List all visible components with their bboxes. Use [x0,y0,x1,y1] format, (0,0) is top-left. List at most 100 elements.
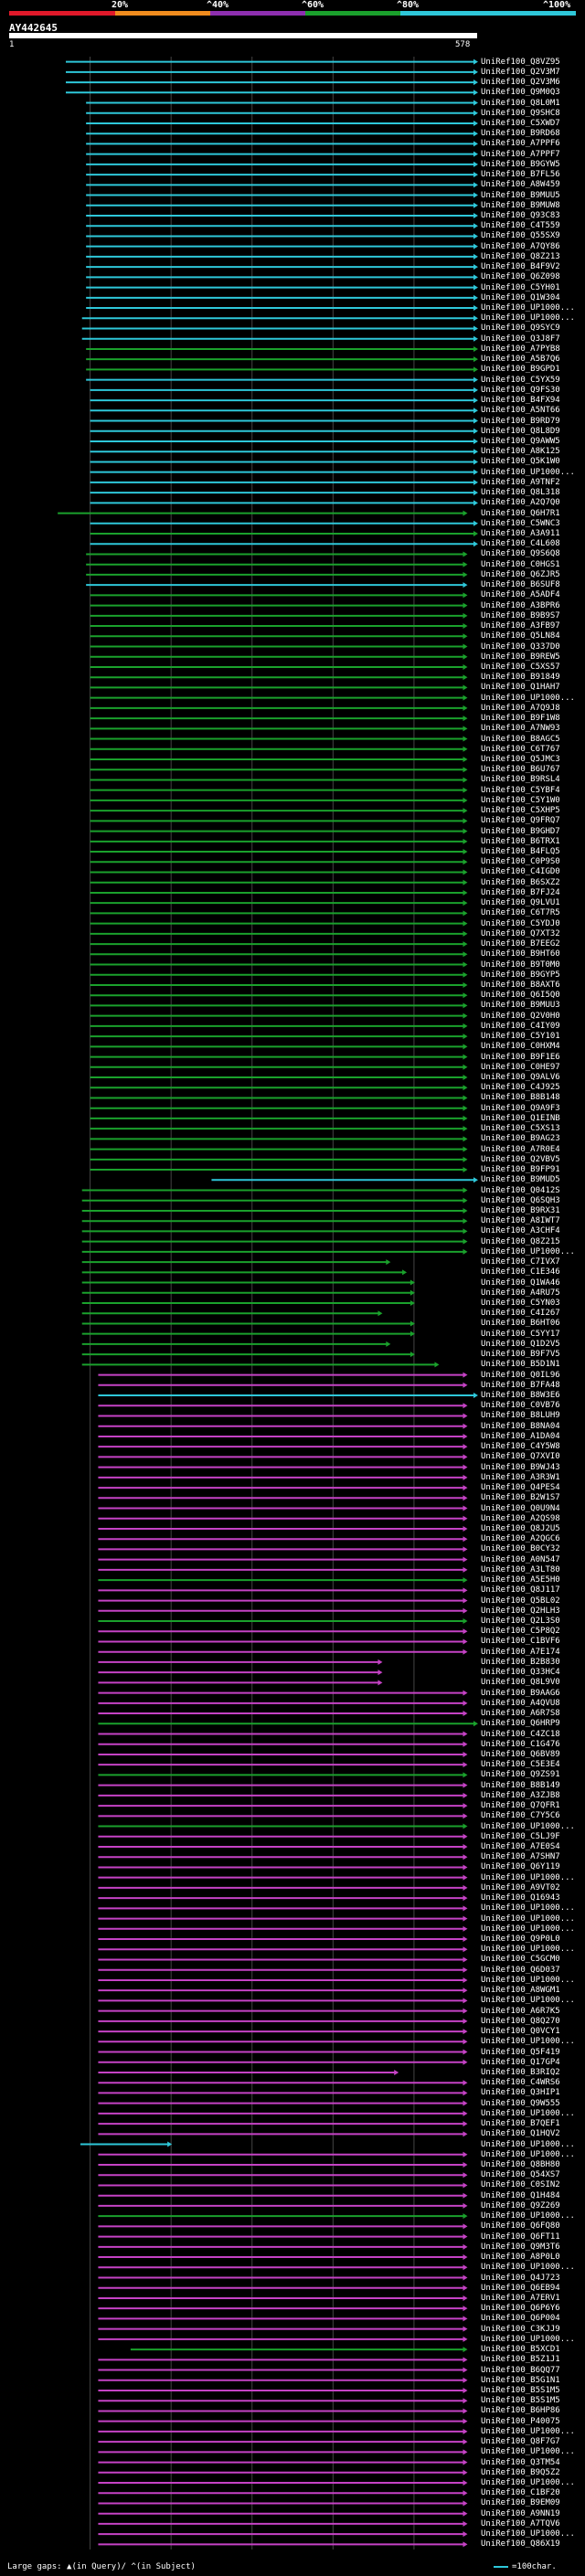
hit-label[interactable]: UniRef100_C4IY09 [481,1021,560,1031]
hit-label[interactable]: UniRef100_B8W3E6 [481,1391,560,1401]
hit-label[interactable]: UniRef100_B7QEF1 [481,2119,560,2129]
hit-label[interactable]: UniRef100_Q3J8F7 [481,334,560,344]
hit-label[interactable]: UniRef100_A7SHN7 [481,1852,560,1862]
hit-label[interactable]: UniRef100_B9EM09 [481,2498,560,2508]
hit-label[interactable]: UniRef100_B5XCD1 [481,2345,560,2355]
hit-label[interactable]: UniRef100_Q9FS30 [481,385,560,395]
hit-label[interactable]: UniRef100_Q6BV89 [481,1749,560,1759]
hit-label[interactable]: UniRef100_B9GPD1 [481,365,560,375]
hit-label[interactable]: UniRef100_B9GHD7 [481,826,560,836]
hit-label[interactable]: UniRef100_A7NW93 [481,724,560,734]
hit-label[interactable]: UniRef100_UP1000... [481,2108,575,2118]
hit-label[interactable]: UniRef100_UP1000... [481,2263,575,2273]
hit-label[interactable]: UniRef100_A0N547 [481,1554,560,1564]
hit-label[interactable]: UniRef100_B8LUH9 [481,1411,560,1421]
hit-label[interactable]: UniRef100_B91849 [481,673,560,683]
hit-label[interactable]: UniRef100_A8WGM1 [481,1986,560,1996]
hit-label[interactable]: UniRef100_Q5BL02 [481,1595,560,1606]
hit-label[interactable]: UniRef100_A6R7S8 [481,1709,560,1719]
hit-label[interactable]: UniRef100_A1DA04 [481,1431,560,1441]
hit-label[interactable]: UniRef100_A5E5H0 [481,1575,560,1585]
hit-label[interactable]: UniRef100_C6T767 [481,744,560,754]
hit-label[interactable]: UniRef100_Q337D0 [481,641,560,652]
hit-label[interactable]: UniRef100_Q9ALV6 [481,1073,560,1083]
hit-label[interactable]: UniRef100_UP1000... [481,303,575,313]
hit-label[interactable]: UniRef100_C4T559 [481,221,560,231]
hit-label[interactable]: UniRef100_Q93C83 [481,211,560,220]
hit-label[interactable]: UniRef100_B6TRX1 [481,836,560,846]
hit-label[interactable]: UniRef100_A5ADF4 [481,590,560,600]
hit-label[interactable]: UniRef100_C5XS13 [481,1124,560,1134]
hit-label[interactable]: UniRef100_C4Y5W8 [481,1442,560,1452]
hit-label[interactable]: UniRef100_B9MUU3 [481,1001,560,1011]
hit-label[interactable]: UniRef100_A3ZJB8 [481,1790,560,1800]
hit-label[interactable]: UniRef100_C5WNC3 [481,518,560,528]
hit-label[interactable]: UniRef100_B8B148 [481,1093,560,1103]
hit-label[interactable]: UniRef100_A5NT66 [481,406,560,416]
hit-label[interactable]: UniRef100_B9AG23 [481,1134,560,1144]
hit-label[interactable]: UniRef100_B4FLQ5 [481,847,560,857]
hit-label[interactable]: UniRef100_B3RIQ2 [481,2067,560,2077]
hit-label[interactable]: UniRef100_UP1000... [481,2529,575,2539]
hit-label[interactable]: UniRef100_Q8J117 [481,1585,560,1595]
hit-label[interactable]: UniRef100_Q1H484 [481,2190,560,2200]
hit-label[interactable]: UniRef100_A2Q7Q0 [481,498,560,508]
hit-label[interactable]: UniRef100_Q5LN84 [481,631,560,641]
hit-label[interactable]: UniRef100_UP1000... [481,2447,575,2457]
hit-label[interactable]: UniRef100_B9REW5 [481,652,560,662]
hit-label[interactable]: UniRef100_C5E3E4 [481,1760,560,1770]
hit-label[interactable]: UniRef100_UP1000... [481,2139,575,2149]
hit-label[interactable]: UniRef100_B8AXT6 [481,980,560,990]
hit-label[interactable]: UniRef100_C5YX59 [481,375,560,385]
hit-label[interactable]: UniRef100_Q8L0M1 [481,98,560,108]
hit-label[interactable]: UniRef100_P40075 [481,2416,560,2426]
hit-label[interactable]: UniRef100_Q2HLH3 [481,1606,560,1616]
hit-label[interactable]: UniRef100_Q8Z213 [481,251,560,261]
hit-label[interactable]: UniRef100_Q2V3M7 [481,67,560,77]
hit-label[interactable]: UniRef100_Q9Z269 [481,2200,560,2210]
hit-label[interactable]: UniRef100_B9MUW8 [481,200,560,210]
hit-label[interactable]: UniRef100_Q8VZ95 [481,57,560,67]
hit-label[interactable]: UniRef100_Q1HQV2 [481,2129,560,2139]
hit-label[interactable]: UniRef100_B6SUF8 [481,580,560,590]
hit-label[interactable]: UniRef100_Q86X19 [481,2539,560,2549]
hit-label[interactable]: UniRef100_Q6EB94 [481,2283,560,2293]
hit-label[interactable]: UniRef100_Q6D037 [481,1965,560,1975]
hit-label[interactable]: UniRef100_A7PPF7 [481,149,560,159]
hit-label[interactable]: UniRef100_Q8BH80 [481,2160,560,2169]
hit-label[interactable]: UniRef100_UP1000... [481,1913,575,1924]
hit-label[interactable]: UniRef100_Q9FRQ7 [481,816,560,826]
hit-label[interactable]: UniRef100_Q7XVI0 [481,1452,560,1462]
hit-label[interactable]: UniRef100_A7E0S4 [481,1841,560,1851]
hit-label[interactable]: UniRef100_Q54XS7 [481,2170,560,2180]
hit-label[interactable]: UniRef100_B9RX31 [481,1205,560,1215]
hit-label[interactable]: UniRef100_Q6Y119 [481,1862,560,1872]
hit-label[interactable]: UniRef100_UP1000... [481,2334,575,2344]
hit-label[interactable]: UniRef100_Q5JMC3 [481,755,560,764]
hit-label[interactable]: UniRef100_A3R3W1 [481,1472,560,1482]
hit-label[interactable]: UniRef100_UP1000... [481,2037,575,2047]
hit-label[interactable]: UniRef100_C5XHP5 [481,806,560,816]
hit-label[interactable]: UniRef100_B6QQ77 [481,2365,560,2375]
hit-label[interactable]: UniRef100_UP1000... [481,1975,575,1985]
hit-label[interactable]: UniRef100_Q9S6Q8 [481,549,560,559]
hit-label[interactable]: UniRef100_C5YY17 [481,1329,560,1339]
hit-label[interactable]: UniRef100_B9B9S7 [481,610,560,620]
hit-label[interactable]: UniRef100_A8K125 [481,447,560,457]
hit-label[interactable]: UniRef100_B9F7V5 [481,1350,560,1360]
hit-label[interactable]: UniRef100_C5YH01 [481,282,560,292]
hit-label[interactable]: UniRef100_A3CHF4 [481,1226,560,1236]
hit-label[interactable]: UniRef100_C5XWD7 [481,118,560,128]
hit-label[interactable]: UniRef100_B9AAG6 [481,1688,560,1698]
hit-label[interactable]: UniRef100_Q0VCY1 [481,2027,560,2037]
hit-label[interactable]: UniRef100_A7QY86 [481,241,560,251]
hit-label[interactable]: UniRef100_A5B7Q6 [481,355,560,365]
hit-label[interactable]: UniRef100_A8P0L0 [481,2253,560,2263]
hit-label[interactable]: UniRef100_Q6FT11 [481,2231,560,2242]
hit-label[interactable]: UniRef100_A7PYB8 [481,344,560,354]
hit-label[interactable]: UniRef100_Q2V3M6 [481,78,560,88]
hit-label[interactable]: UniRef100_C5YDJ0 [481,918,560,928]
hit-label[interactable]: UniRef100_Q6H7R1 [481,508,560,518]
hit-label[interactable]: UniRef100_A9VT02 [481,1882,560,1892]
hit-label[interactable]: UniRef100_C5GCM0 [481,1955,560,1965]
